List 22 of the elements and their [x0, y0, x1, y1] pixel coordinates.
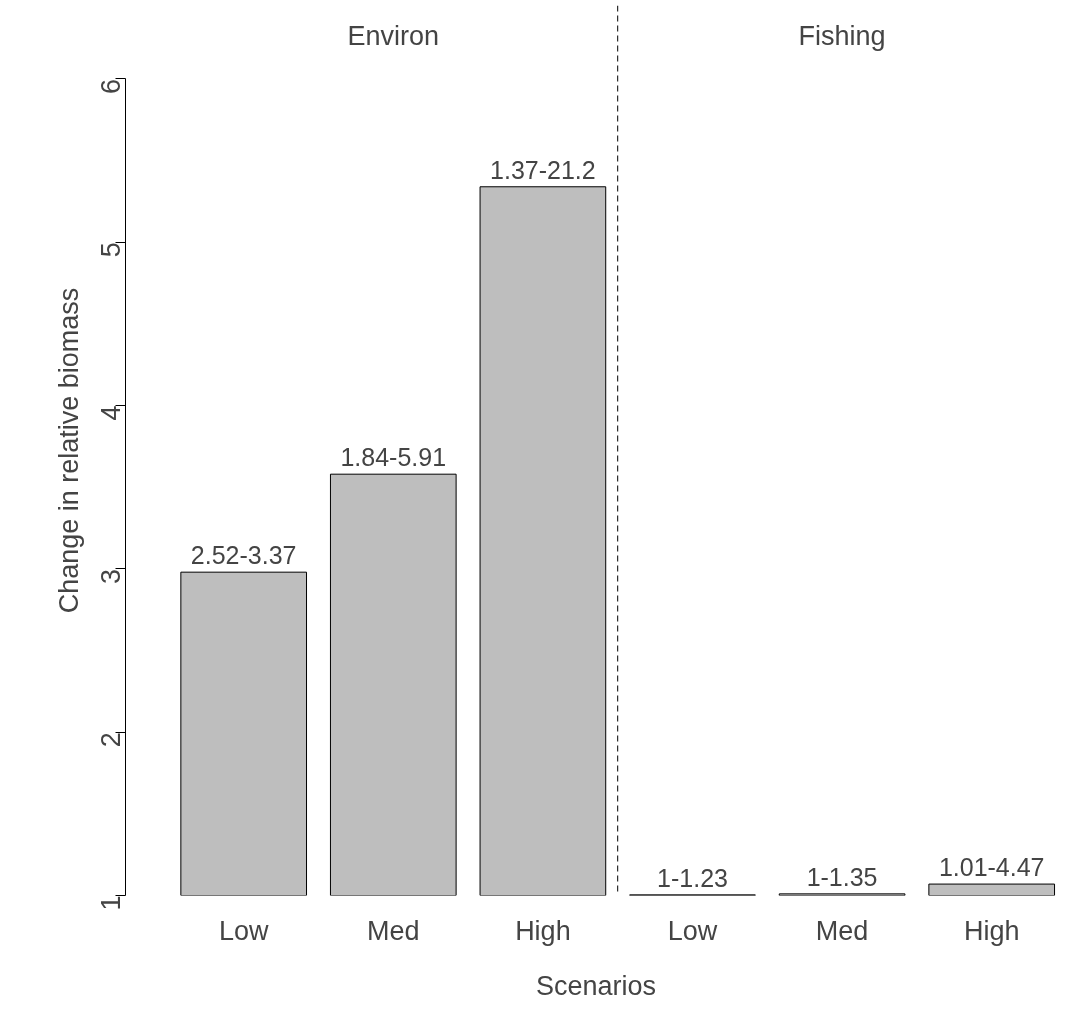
y-tick-label: 5	[96, 242, 126, 258]
data-label: 2.52-3.37	[190, 541, 297, 570]
x-tick-label: Low	[218, 915, 269, 946]
y-axis-title: Change in relative biomass	[53, 287, 84, 614]
x-tick-label: Low	[667, 915, 718, 946]
y-tick-label: 3	[96, 568, 126, 584]
data-label: 1-1.23	[657, 863, 728, 892]
y-tick-label: 4	[96, 405, 126, 421]
x-tick-label: Med	[815, 915, 869, 946]
x-axis-title: Scenarios	[535, 970, 657, 1001]
data-label: 1.37-21.2	[490, 155, 596, 184]
x-tick-label: High	[515, 915, 571, 946]
x-tick-label: Med	[367, 915, 420, 946]
data-label: 1-1.35	[806, 862, 878, 891]
y-tick-label: 2	[96, 732, 126, 748]
y-tick-label: 6	[96, 78, 126, 94]
y-tick-label: 1	[96, 895, 126, 911]
text: Fishing	[798, 20, 886, 51]
text: Environ	[347, 20, 440, 51]
x-tick-label: High	[963, 915, 1020, 946]
data-label: 1.01-4.47	[938, 853, 1045, 882]
data-label: 1.84-5.91	[340, 443, 447, 472]
